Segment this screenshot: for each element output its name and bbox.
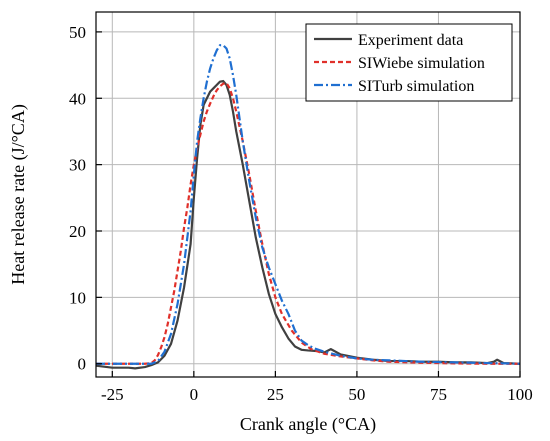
x-tick-label: 75 <box>430 385 447 404</box>
legend: Experiment data SIWiebe simulation SITurb … <box>305 23 513 102</box>
x-tick-label: 25 <box>267 385 284 404</box>
axis-ticks: -25 0 25 50 75 100 0 10 20 30 40 50 <box>69 23 533 404</box>
series-line-3 <box>96 44 521 365</box>
x-tick-label: -25 <box>101 385 124 404</box>
y-tick-label: 10 <box>69 288 86 307</box>
plot-frame <box>95 11 521 378</box>
series-line-2 <box>96 81 520 365</box>
legend-label: SITurb simulation <box>358 78 474 95</box>
y-tick-label: 20 <box>69 222 86 241</box>
x-tick-label: 100 <box>507 385 533 404</box>
x-tick-label: 0 <box>190 385 199 404</box>
y-tick-label: 40 <box>69 89 86 108</box>
series-lines <box>95 44 521 370</box>
x-axis-label: Crank angle (°CA) <box>240 414 376 435</box>
series-line-1 <box>95 79 521 370</box>
legend-label: SIWiebe simulation <box>358 55 485 72</box>
y-axis-label: Heat release rate (J/°CA) <box>8 104 29 285</box>
y-tick-label: 30 <box>69 156 86 175</box>
legend-label: Experiment data <box>358 32 463 49</box>
x-tick-label: 50 <box>348 385 365 404</box>
y-tick-label: 0 <box>78 355 87 374</box>
y-tick-label: 50 <box>69 23 86 42</box>
